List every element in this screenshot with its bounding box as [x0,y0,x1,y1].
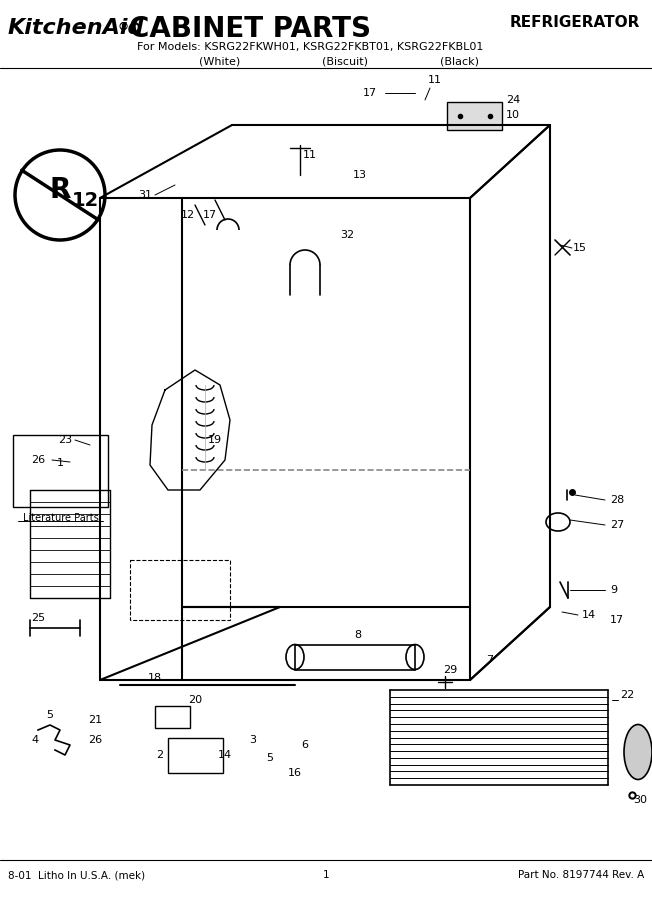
Text: 5: 5 [46,710,53,720]
Text: 13: 13 [353,170,367,180]
Text: 16: 16 [288,768,302,778]
Bar [130,560,230,620]
Text: 5: 5 [267,753,273,763]
Text: R: R [50,176,70,204]
Text: 26: 26 [88,735,102,745]
Text: 4: 4 [31,735,38,745]
Bar [168,738,223,773]
Text: 19: 19 [208,435,222,445]
Text: 28: 28 [610,495,624,505]
Bar [155,706,190,728]
Text: ®: ® [118,22,129,32]
Bar [447,102,502,130]
Text: CABINET PARTS: CABINET PARTS [129,15,371,43]
Text: 14: 14 [582,610,596,620]
Text: Literature Parts: Literature Parts [23,513,98,523]
Text: 1: 1 [57,458,64,468]
Text: 8: 8 [355,630,362,640]
Text: 30: 30 [633,795,647,805]
Bar [13,435,108,507]
Text: 22: 22 [620,690,634,700]
Text: 18: 18 [148,673,162,683]
Text: 20: 20 [188,695,202,705]
Text: 6: 6 [301,740,308,750]
Text: 25: 25 [31,613,45,623]
Text: 26: 26 [31,455,45,465]
Text: Part No. 8197744 Rev. A: Part No. 8197744 Rev. A [518,870,644,880]
Text: 14: 14 [218,750,232,760]
Text: 27: 27 [610,520,624,530]
Text: 3: 3 [250,735,256,745]
Text: 21: 21 [88,715,102,725]
Text: (Black): (Black) [441,56,479,66]
Text: 12: 12 [72,191,99,210]
Text: 23: 23 [58,435,72,445]
Text: 17: 17 [363,88,377,98]
Text: (White): (White) [200,56,241,66]
Text: 11: 11 [303,150,317,160]
Text: REFRIGERATOR: REFRIGERATOR [510,15,640,30]
Text: 32: 32 [340,230,354,240]
Text: 7: 7 [486,655,494,665]
Text: 15: 15 [573,243,587,253]
Text: 17: 17 [203,210,217,220]
Text: For Models: KSRG22FKWH01, KSRG22FKBT01, KSRG22FKBL01: For Models: KSRG22FKWH01, KSRG22FKBT01, … [137,42,483,52]
Text: 8-01  Litho In U.S.A. (mek): 8-01 Litho In U.S.A. (mek) [8,870,145,880]
Text: 29: 29 [443,665,457,675]
Text: 24: 24 [506,95,520,105]
Text: 17: 17 [610,615,624,625]
Text: 9: 9 [610,585,617,595]
Ellipse shape [624,724,652,779]
Text: 12: 12 [181,210,195,220]
Text: 2: 2 [156,750,164,760]
Text: KitchenAid: KitchenAid [8,18,144,38]
Text: 31: 31 [138,190,152,200]
Text: (Biscuit): (Biscuit) [322,56,368,66]
Bar [295,645,415,670]
Text: 10: 10 [506,110,520,120]
Text: 1: 1 [323,870,329,880]
Text: 11: 11 [428,75,442,85]
